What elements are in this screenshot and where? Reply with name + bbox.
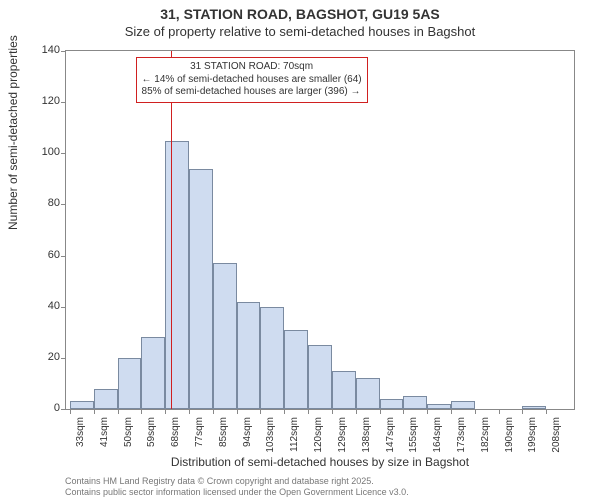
y-tick-mark (61, 409, 66, 410)
y-tick-mark (61, 358, 66, 359)
y-tick-label: 20 (25, 351, 60, 363)
x-tick-mark (451, 409, 452, 414)
x-tick-mark (332, 409, 333, 414)
histogram-bar (332, 371, 356, 409)
annotation-title: 31 STATION ROAD: 70sqm (142, 61, 362, 74)
y-tick-mark (61, 51, 66, 52)
histogram-bar (94, 389, 118, 409)
x-tick-mark (403, 409, 404, 414)
y-tick-label: 80 (25, 197, 60, 209)
x-tick-mark (356, 409, 357, 414)
y-tick-mark (61, 307, 66, 308)
y-tick-mark (61, 153, 66, 154)
annotation-box: 31 STATION ROAD: 70sqm ← 14% of semi-det… (136, 57, 368, 103)
histogram-bar (380, 399, 404, 409)
histogram-bar (213, 263, 237, 409)
y-tick-mark (61, 256, 66, 257)
y-tick-label: 120 (25, 95, 60, 107)
y-tick-label: 0 (25, 402, 60, 414)
reference-line (171, 51, 172, 409)
y-tick-label: 100 (25, 146, 60, 158)
histogram-bar (284, 330, 308, 409)
x-tick-mark (308, 409, 309, 414)
histogram-bar (522, 406, 546, 409)
x-tick-mark (213, 409, 214, 414)
x-tick-mark (260, 409, 261, 414)
x-axis-label: Distribution of semi-detached houses by … (65, 455, 575, 469)
x-tick-mark (237, 409, 238, 414)
y-axis-label: Number of semi-detached properties (6, 35, 20, 230)
histogram-bar (189, 169, 213, 409)
histogram-bar (356, 378, 380, 409)
annotation-larger: 85% of semi-detached houses are larger (… (142, 86, 362, 99)
x-tick-mark (475, 409, 476, 414)
histogram-bar (427, 404, 451, 409)
property-size-chart: 31, STATION ROAD, BAGSHOT, GU19 5AS Size… (0, 0, 600, 500)
y-tick-label: 60 (25, 249, 60, 261)
histogram-bar (70, 401, 94, 409)
chart-title-address: 31, STATION ROAD, BAGSHOT, GU19 5AS (0, 6, 600, 22)
x-tick-mark (499, 409, 500, 414)
y-tick-label: 140 (25, 44, 60, 56)
plot-area: 33sqm41sqm50sqm59sqm68sqm77sqm85sqm94sqm… (65, 50, 575, 410)
histogram-bar (118, 358, 142, 409)
x-tick-mark (427, 409, 428, 414)
y-tick-mark (61, 204, 66, 205)
x-tick-mark (118, 409, 119, 414)
x-tick-mark (70, 409, 71, 414)
histogram-bar (451, 401, 475, 409)
x-tick-mark (380, 409, 381, 414)
histogram-bar (403, 396, 427, 409)
chart-subtitle: Size of property relative to semi-detach… (0, 24, 600, 39)
x-tick-mark (94, 409, 95, 414)
histogram-bar (165, 141, 189, 410)
footer-line1: Contains HM Land Registry data © Crown c… (65, 476, 409, 487)
x-tick-mark (284, 409, 285, 414)
x-tick-mark (165, 409, 166, 414)
footer-line2: Contains public sector information licen… (65, 487, 409, 498)
x-tick-mark (546, 409, 547, 414)
x-tick-mark (522, 409, 523, 414)
attribution-footer: Contains HM Land Registry data © Crown c… (65, 476, 409, 498)
annotation-smaller: ← 14% of semi-detached houses are smalle… (142, 74, 362, 87)
histogram-bar (237, 302, 261, 409)
x-tick-mark (189, 409, 190, 414)
y-tick-mark (61, 102, 66, 103)
histogram-bar (260, 307, 284, 409)
histogram-bar (141, 337, 165, 409)
y-tick-label: 40 (25, 300, 60, 312)
histogram-bar (308, 345, 332, 409)
x-tick-mark (141, 409, 142, 414)
